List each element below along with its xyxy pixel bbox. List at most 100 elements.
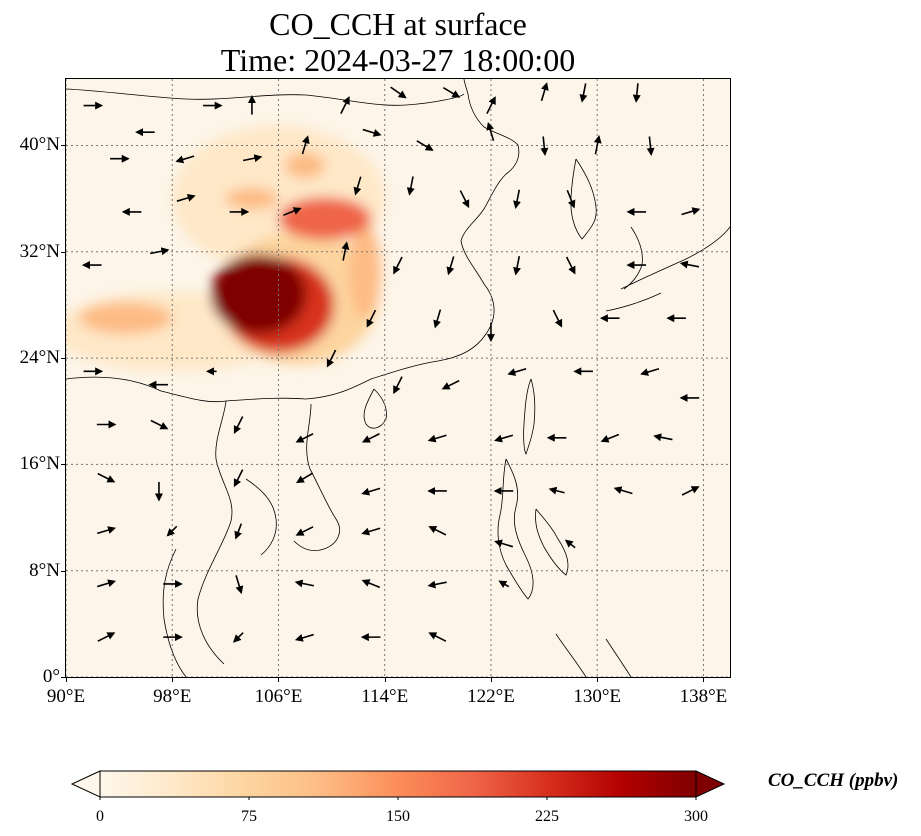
wind-vector <box>681 207 701 216</box>
wind-vector <box>441 379 460 390</box>
wind-vector <box>233 469 244 488</box>
latitude-tick-mark <box>61 145 66 147</box>
longitude-tick-label: 106°E <box>254 686 303 707</box>
wind-vector <box>361 433 380 443</box>
wind-vector <box>97 632 116 642</box>
wind-vector <box>428 632 447 642</box>
concentration-plume <box>79 302 173 335</box>
wind-vector <box>566 189 576 209</box>
colorbar-tick-label: 75 <box>241 808 257 825</box>
wind-vector <box>326 349 337 368</box>
latitude-tick-mark <box>61 251 66 253</box>
wind-vector <box>361 487 381 496</box>
wind-vector <box>494 539 514 548</box>
latitude-tick-label: 16°N <box>19 453 60 475</box>
wind-vector <box>175 155 195 164</box>
gridlines <box>66 79 730 677</box>
latitude-tick-label: 0° <box>42 666 60 687</box>
latitude-tick-mark <box>61 464 66 466</box>
wind-vector <box>564 539 576 549</box>
wind-vectors <box>81 82 701 643</box>
concentration-plume <box>278 197 372 240</box>
longitude-tick-mark <box>278 677 280 682</box>
longitude-tick-mark <box>172 677 174 682</box>
wind-vector <box>294 579 315 588</box>
wind-vector <box>166 525 178 537</box>
colorbar-tick-label: 0 <box>96 808 104 825</box>
wind-vector <box>646 136 655 156</box>
wind-vector <box>681 486 700 496</box>
wind-vector <box>96 526 116 535</box>
longitude-tick-label: 122°E <box>467 686 515 707</box>
wind-vector <box>613 486 633 495</box>
wind-vector <box>235 575 244 595</box>
latitude-tick-mark <box>61 358 66 360</box>
wind-vector <box>513 256 521 276</box>
wind-vector <box>234 523 243 540</box>
longitude-tick-label: 138°E <box>679 686 728 707</box>
coastlines <box>66 79 730 677</box>
concentration-plume <box>285 152 325 179</box>
map-panel <box>65 78 731 678</box>
wind-vector <box>97 472 116 483</box>
wind-vector <box>565 256 576 275</box>
wind-vector <box>600 433 620 443</box>
wind-vector <box>494 434 514 443</box>
wind-vector <box>679 260 700 269</box>
longitude-tick-mark <box>490 677 492 682</box>
map-canvas <box>66 79 730 677</box>
wind-vector <box>149 247 170 256</box>
colorbar-gradient <box>100 771 696 797</box>
colorbar-tick-label: 150 <box>386 808 410 825</box>
wind-vector <box>176 194 196 202</box>
wind-vector <box>361 579 381 589</box>
colorbar-label: CO_CCH (ppbv) <box>768 770 899 791</box>
wind-vector <box>301 135 310 155</box>
wind-vector <box>548 486 565 495</box>
wind-vector <box>283 207 302 216</box>
wind-vector <box>361 527 381 536</box>
wind-vector <box>579 83 588 103</box>
wind-vector <box>233 416 244 434</box>
wind-vector <box>390 86 407 99</box>
wind-vector <box>393 376 403 395</box>
latitude-tick-label: 32°N <box>19 240 60 262</box>
wind-vector <box>295 433 314 443</box>
colorbar-extend-min <box>70 770 101 798</box>
wind-vector <box>507 368 527 376</box>
wind-vector <box>552 309 563 328</box>
wind-vector <box>341 241 350 261</box>
latitude-tick-label: 24°N <box>19 347 60 369</box>
concentration-plume <box>210 254 307 335</box>
wind-vector <box>366 309 377 328</box>
latitude-tick-mark <box>61 677 66 678</box>
longitude-tick-mark <box>384 677 386 682</box>
wind-vector <box>540 136 549 156</box>
wind-vector <box>459 190 470 209</box>
concentration-plume <box>225 187 279 210</box>
plot-title: CO_CCH at surface <box>269 6 527 42</box>
plot-subtitle-time: Time: 2024-03-27 18:00:00 <box>220 42 576 78</box>
wind-vector <box>446 256 455 276</box>
wind-vector <box>513 189 521 209</box>
longitude-tick-mark <box>597 677 599 682</box>
wind-vector <box>233 632 244 643</box>
latitude-tick-label: 8°N <box>29 559 60 581</box>
longitude-tick-label: 130°E <box>573 686 622 707</box>
wind-vector <box>640 368 660 376</box>
wind-vector <box>242 154 263 163</box>
wind-vector <box>498 580 510 589</box>
concentration-plume <box>348 225 381 319</box>
wind-vector <box>428 526 447 536</box>
wind-vector <box>416 140 434 151</box>
wind-vector <box>486 96 496 114</box>
wind-vector <box>593 135 602 155</box>
colorbar-tick-label: 225 <box>535 808 559 825</box>
wind-vector <box>96 579 116 588</box>
wind-vector <box>294 633 314 642</box>
longitude-tick-label: 98°E <box>153 686 192 707</box>
wind-vector <box>340 96 350 114</box>
wind-vector <box>393 256 403 275</box>
longitude-tick-mark <box>66 677 67 682</box>
wind-vector <box>486 122 495 142</box>
